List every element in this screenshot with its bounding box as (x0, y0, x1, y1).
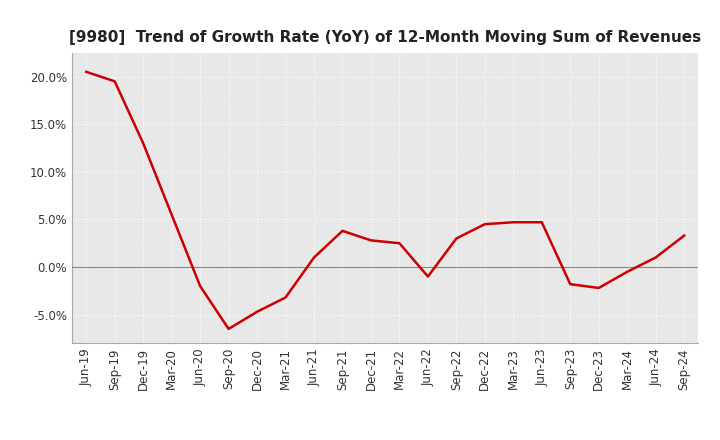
Title: [9980]  Trend of Growth Rate (YoY) of 12-Month Moving Sum of Revenues: [9980] Trend of Growth Rate (YoY) of 12-… (69, 29, 701, 45)
